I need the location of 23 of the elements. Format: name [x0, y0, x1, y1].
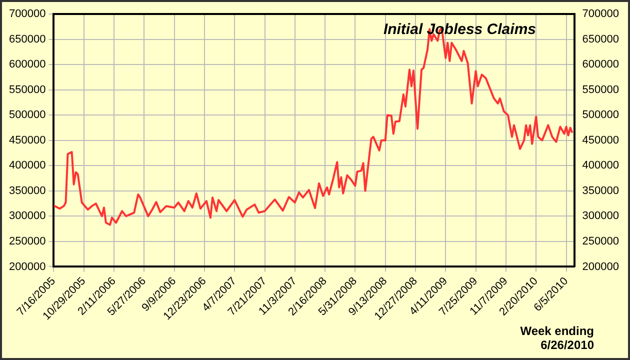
y-tick-label: 250000	[8, 235, 46, 248]
y2-tick-label: 250000	[582, 235, 620, 248]
y-tick-label: 400000	[8, 160, 46, 172]
y2-tick-label: 700000	[582, 8, 620, 20]
y2-tick-label: 600000	[582, 58, 620, 71]
y-tick-label: 500000	[8, 109, 46, 122]
y2-tick-label: 450000	[582, 134, 620, 146]
y-tick-label: 350000	[8, 184, 46, 197]
y-tick-label: 450000	[8, 134, 46, 146]
y-tick-label: 600000	[8, 58, 46, 71]
y-tick-label: 200000	[8, 260, 46, 273]
y-tick-label: 300000	[8, 210, 46, 222]
y2-tick-label: 500000	[582, 109, 620, 122]
y2-tick-label: 350000	[582, 184, 620, 197]
y2-tick-label: 650000	[582, 33, 620, 46]
y2-tick-label: 200000	[582, 260, 620, 273]
y2-tick-label: 550000	[582, 84, 620, 96]
y2-tick-label: 400000	[582, 160, 620, 172]
y-tick-label: 550000	[8, 84, 46, 96]
y-tick-label: 700000	[8, 8, 46, 20]
text: Week ending 6/26/2010	[520, 324, 594, 352]
y2-tick-label: 300000	[582, 210, 620, 222]
y-tick-label: 650000	[8, 33, 46, 46]
